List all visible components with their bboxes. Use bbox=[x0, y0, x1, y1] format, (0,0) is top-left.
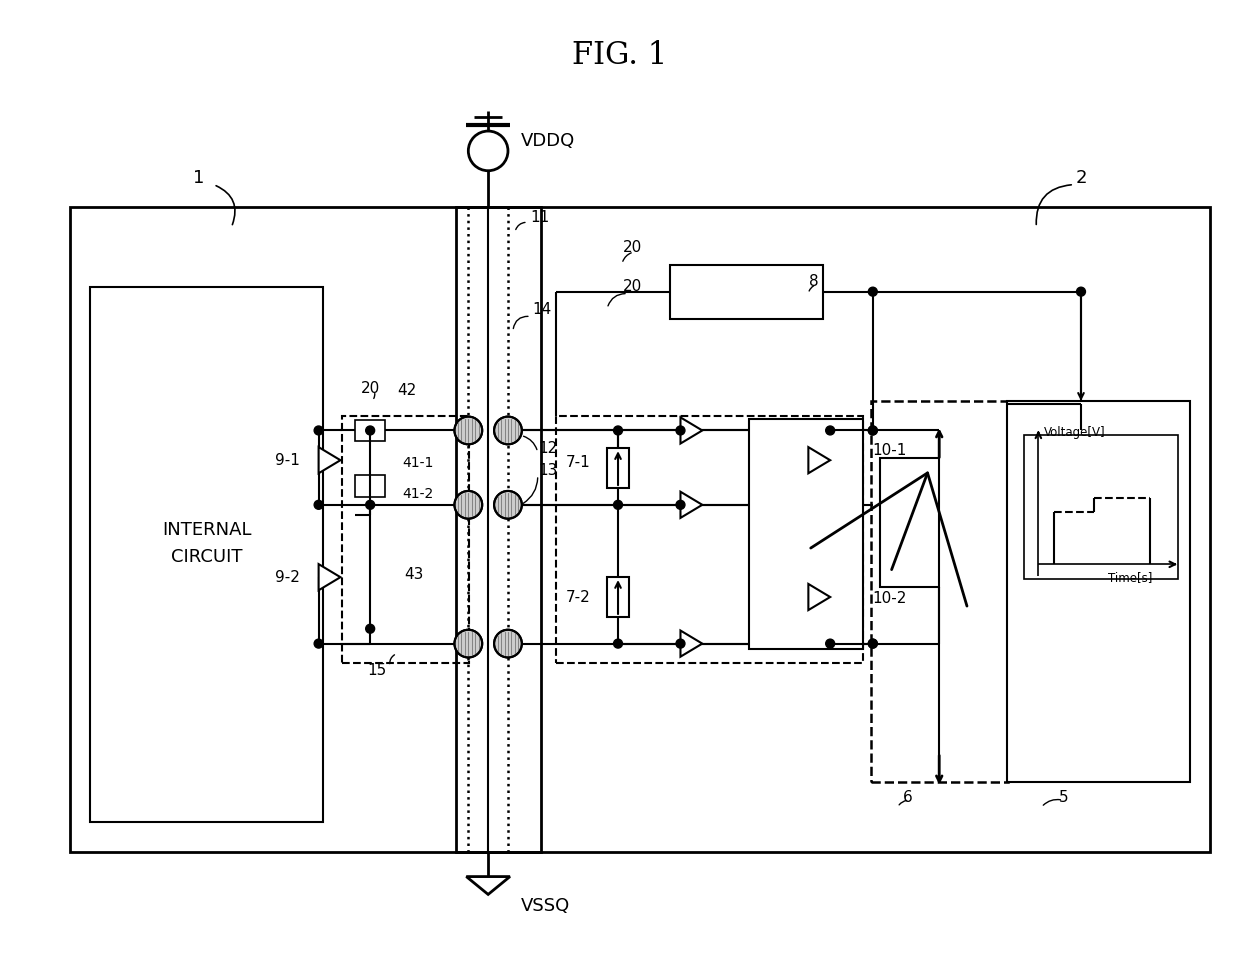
Bar bbox=[749, 419, 863, 649]
Text: Time[s]: Time[s] bbox=[1109, 571, 1153, 584]
Circle shape bbox=[614, 426, 622, 435]
Text: 1: 1 bbox=[193, 168, 205, 187]
Text: 12: 12 bbox=[538, 441, 558, 455]
Text: VSSQ: VSSQ bbox=[521, 897, 570, 916]
Bar bbox=[608, 577, 629, 617]
Circle shape bbox=[494, 491, 522, 518]
Polygon shape bbox=[808, 584, 830, 610]
Polygon shape bbox=[681, 418, 702, 444]
Circle shape bbox=[366, 500, 374, 510]
Circle shape bbox=[676, 639, 684, 648]
Bar bbox=[1007, 400, 1190, 782]
Text: 9-1: 9-1 bbox=[275, 453, 300, 468]
Text: 6: 6 bbox=[903, 790, 913, 805]
Bar bbox=[356, 420, 386, 441]
Circle shape bbox=[1076, 287, 1085, 296]
Circle shape bbox=[454, 630, 482, 658]
Text: 10-1: 10-1 bbox=[873, 443, 908, 457]
Polygon shape bbox=[681, 630, 702, 657]
Circle shape bbox=[314, 639, 324, 648]
Text: 13: 13 bbox=[538, 462, 558, 478]
Text: 20: 20 bbox=[624, 279, 642, 294]
Circle shape bbox=[676, 426, 684, 435]
Bar bbox=[69, 207, 541, 852]
Polygon shape bbox=[681, 492, 702, 518]
Circle shape bbox=[676, 500, 684, 510]
Text: VDDQ: VDDQ bbox=[521, 132, 575, 150]
Circle shape bbox=[469, 132, 508, 171]
Text: 41-1: 41-1 bbox=[402, 456, 433, 470]
Text: 15: 15 bbox=[367, 662, 387, 678]
Circle shape bbox=[868, 426, 877, 435]
Text: 7-1: 7-1 bbox=[565, 454, 590, 470]
Circle shape bbox=[868, 287, 877, 296]
Bar bbox=[89, 286, 322, 822]
Text: 14: 14 bbox=[533, 302, 552, 317]
Text: INTERNAL: INTERNAL bbox=[162, 520, 252, 539]
Bar bbox=[870, 400, 1008, 782]
Bar bbox=[356, 475, 386, 497]
Circle shape bbox=[314, 426, 324, 435]
Text: 43: 43 bbox=[404, 567, 423, 582]
Text: Voltage[V]: Voltage[V] bbox=[1044, 425, 1106, 439]
Circle shape bbox=[614, 500, 622, 510]
Circle shape bbox=[868, 639, 877, 648]
Polygon shape bbox=[319, 564, 341, 590]
Text: 11: 11 bbox=[531, 210, 551, 224]
Polygon shape bbox=[319, 447, 341, 473]
Text: 41-2: 41-2 bbox=[402, 487, 433, 501]
Circle shape bbox=[366, 426, 374, 435]
Bar bbox=[456, 207, 1210, 852]
Circle shape bbox=[494, 630, 522, 658]
Bar bbox=[879, 458, 939, 587]
Circle shape bbox=[494, 417, 522, 445]
Circle shape bbox=[614, 639, 622, 648]
Polygon shape bbox=[808, 447, 830, 473]
Bar bbox=[670, 265, 823, 319]
Polygon shape bbox=[466, 876, 510, 894]
Text: 20: 20 bbox=[361, 381, 379, 396]
Text: CIRCUIT: CIRCUIT bbox=[171, 548, 242, 567]
Text: 7-2: 7-2 bbox=[565, 590, 590, 604]
Circle shape bbox=[868, 426, 877, 435]
Text: 20: 20 bbox=[624, 240, 642, 254]
Circle shape bbox=[366, 625, 374, 633]
Text: 8: 8 bbox=[808, 275, 818, 289]
Text: 42: 42 bbox=[397, 383, 417, 398]
Circle shape bbox=[826, 639, 835, 648]
Circle shape bbox=[826, 426, 835, 435]
Text: 10-2: 10-2 bbox=[873, 592, 908, 606]
Circle shape bbox=[454, 491, 482, 518]
Text: FIG. 1: FIG. 1 bbox=[573, 41, 667, 72]
Bar bbox=[608, 449, 629, 488]
Circle shape bbox=[868, 639, 877, 648]
Text: 5: 5 bbox=[1059, 790, 1069, 805]
Bar bbox=[556, 416, 863, 663]
Circle shape bbox=[314, 500, 324, 510]
Text: 9-2: 9-2 bbox=[275, 570, 300, 585]
Text: 2: 2 bbox=[1075, 168, 1086, 187]
Bar bbox=[1024, 435, 1178, 579]
Circle shape bbox=[454, 417, 482, 445]
Bar bbox=[342, 416, 469, 663]
